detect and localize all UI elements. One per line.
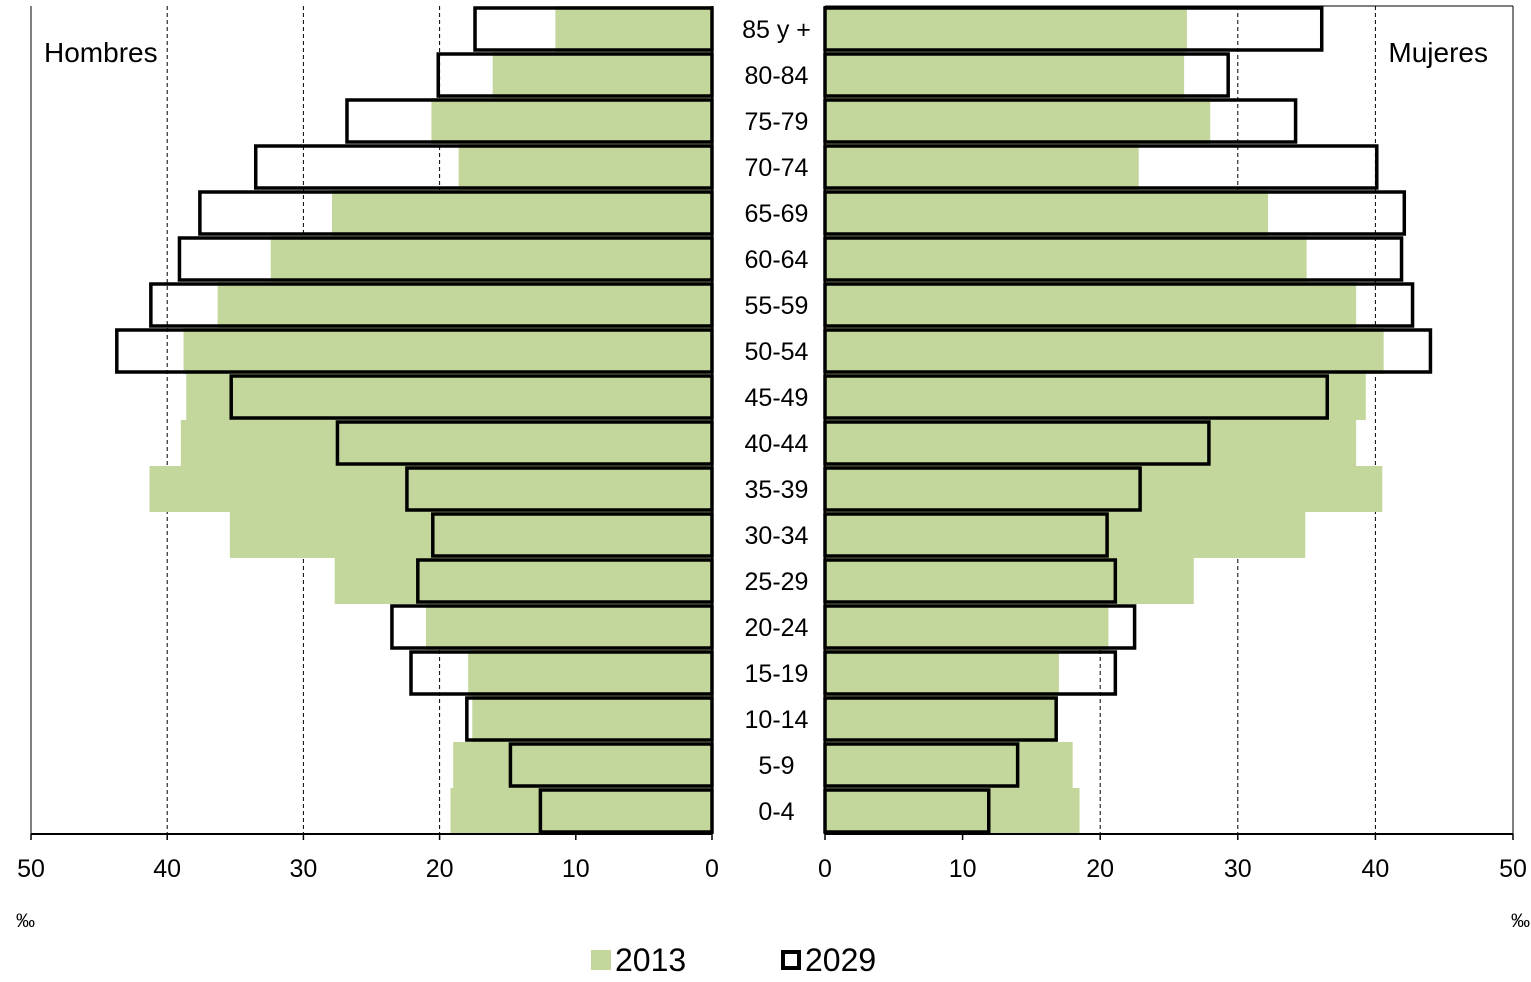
bar-2013-mujeres xyxy=(825,98,1211,144)
bar-2013-hombres xyxy=(468,650,712,696)
population-pyramid-chart: 0 0 10 10 20 20 30 30 40 40 50 50 85 y + 80-84 75-79 70… xyxy=(16,5,1530,932)
bar-2013-hombres xyxy=(180,420,712,466)
bar-2013-hombres xyxy=(425,604,712,650)
left-x-tick-label: 30 xyxy=(289,855,317,883)
bar-2013-hombres xyxy=(492,52,712,98)
age-group-label: 0-4 xyxy=(758,798,794,826)
bar-2013-hombres xyxy=(149,466,712,512)
legend-label-2013: 2013 xyxy=(615,941,687,978)
bar-2013-hombres xyxy=(217,282,712,328)
age-group-label: 75-79 xyxy=(745,108,809,136)
bar-2013-hombres xyxy=(186,374,712,420)
age-group-label: 65-69 xyxy=(745,200,809,228)
bar-2013-mujeres xyxy=(825,190,1269,236)
bar-2013-mujeres xyxy=(825,696,1058,742)
age-group-label: 5-9 xyxy=(758,752,794,780)
bar-2013-mujeres xyxy=(825,282,1357,328)
bar-2013-hombres xyxy=(472,696,712,742)
bar-2013-mujeres xyxy=(825,52,1185,98)
labels: 0 0 10 10 20 20 30 30 40 40 50 50 85 y + 80-84 75-79 70… xyxy=(17,16,1527,883)
right-panel-title: Mujeres xyxy=(1388,37,1488,68)
right-x-tick-label: 10 xyxy=(949,855,977,883)
bar-2013-mujeres xyxy=(825,328,1384,374)
bar-2013-mujeres xyxy=(825,6,1187,52)
age-group-label: 45-49 xyxy=(745,384,809,412)
bar-2013-hombres xyxy=(270,236,712,282)
age-group-label: 30-34 xyxy=(745,522,809,550)
bar-2013-mujeres xyxy=(825,144,1139,190)
bar-2013-hombres xyxy=(332,190,712,236)
bar-2013-hombres xyxy=(458,144,712,190)
age-group-label: 40-44 xyxy=(745,430,809,458)
right-x-tick-label: 40 xyxy=(1361,855,1389,883)
bar-2013-mujeres xyxy=(825,788,1080,834)
age-group-label: 55-59 xyxy=(745,292,809,320)
age-group-label: 20-24 xyxy=(745,614,809,642)
left-x-tick-label: 20 xyxy=(426,855,454,883)
left-panel-title: Hombres xyxy=(44,37,158,68)
bar-2013-hombres xyxy=(183,328,712,374)
bar-2013-mujeres xyxy=(825,236,1307,282)
axes xyxy=(30,5,1514,840)
bar-2013-hombres xyxy=(555,6,712,52)
right-x-tick-label: 0 xyxy=(818,855,832,883)
age-group-label: 70-74 xyxy=(745,154,809,182)
age-group-label: 35-39 xyxy=(745,476,809,504)
left-x-tick-label: 10 xyxy=(562,855,590,883)
left-x-tick-label: 40 xyxy=(153,855,181,883)
legend-swatch-2029 xyxy=(781,950,801,970)
legend-item-2013: 2013 xyxy=(591,938,686,982)
series-2013-bars xyxy=(149,6,1384,834)
legend-swatch-2013 xyxy=(591,950,611,970)
bar-2013-mujeres xyxy=(825,466,1383,512)
legend-item-2029: 2029 xyxy=(781,938,876,982)
bar-2013-hombres xyxy=(450,788,712,834)
bar-2013-mujeres xyxy=(825,374,1366,420)
age-group-label: 25-29 xyxy=(745,568,809,596)
legend-label-2029: 2029 xyxy=(805,941,877,978)
bar-2013-mujeres xyxy=(825,742,1073,788)
left-x-tick-label: 50 xyxy=(17,855,45,883)
age-group-label: 10-14 xyxy=(745,706,809,734)
bar-2013-mujeres xyxy=(825,604,1109,650)
bar-2013-mujeres xyxy=(825,650,1059,696)
bar-2013-mujeres xyxy=(825,420,1357,466)
right-unit-label: ‰ xyxy=(1511,911,1530,932)
bar-2013-mujeres xyxy=(825,512,1306,558)
age-group-label: 50-54 xyxy=(745,338,809,366)
left-x-tick-label: 0 xyxy=(705,855,719,883)
right-x-tick-label: 20 xyxy=(1086,855,1114,883)
right-x-tick-label: 30 xyxy=(1224,855,1252,883)
legend: 2013 2029 xyxy=(0,938,1531,982)
age-group-label: 80-84 xyxy=(745,62,809,90)
age-group-label: 15-19 xyxy=(745,660,809,688)
bar-2013-hombres xyxy=(229,512,713,558)
age-group-label: 85 y + xyxy=(742,16,811,44)
left-unit-label: ‰ xyxy=(16,911,35,932)
bar-2013-hombres xyxy=(453,742,712,788)
bar-2013-hombres xyxy=(431,98,712,144)
bar-2013-mujeres xyxy=(825,558,1194,604)
right-x-tick-label: 50 xyxy=(1499,855,1527,883)
age-group-label: 60-64 xyxy=(745,246,809,274)
bar-2013-hombres xyxy=(334,558,712,604)
